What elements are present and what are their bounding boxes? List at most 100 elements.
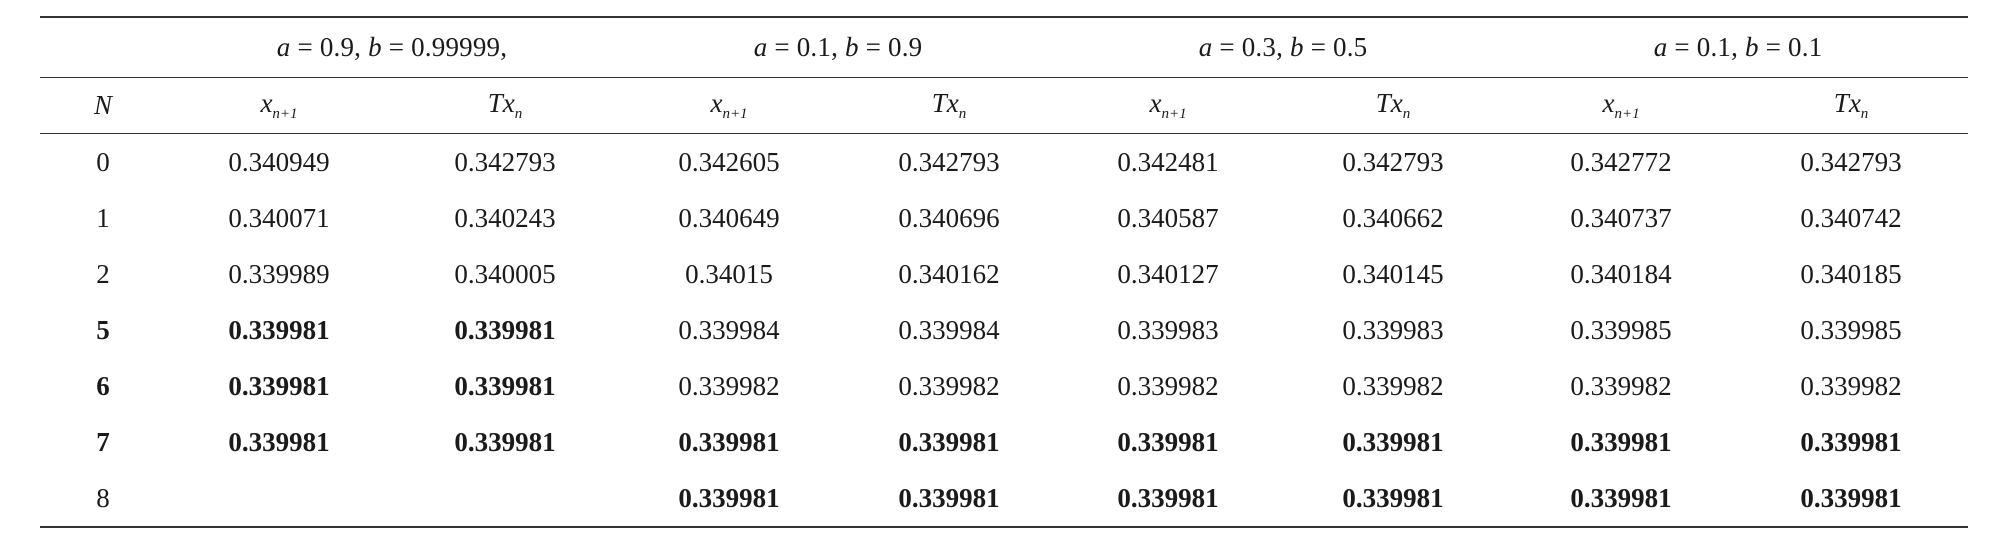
column-header-x-next: xn+1 bbox=[166, 77, 392, 134]
iteration-n-cell: 5 bbox=[96, 314, 110, 345]
x-subscript: n+1 bbox=[1161, 106, 1187, 122]
x-next-value-cell: 0.342605 bbox=[678, 146, 780, 177]
tx-value-cell: 0.340145 bbox=[1342, 258, 1444, 289]
table-row: 7 0.339981 0.339981 0.339981 0.339981 0.33998… bbox=[40, 414, 1968, 470]
x-subscript: n+1 bbox=[722, 106, 748, 122]
param-b-value: = 0.99999, bbox=[381, 32, 508, 62]
tx-value-cell: 0.339984 bbox=[898, 314, 1000, 345]
tx-symbol: Tx bbox=[487, 88, 515, 118]
param-a-label: a bbox=[276, 32, 291, 62]
param-b-label: b bbox=[1289, 32, 1304, 62]
tx-value-cell: 0.342793 bbox=[1342, 146, 1444, 177]
column-header-x-next: xn+1 bbox=[618, 77, 841, 134]
tx-value-cell: 0.339981 bbox=[840, 470, 1059, 528]
x-next-value-cell: 0.339981 bbox=[618, 470, 841, 528]
table-row: 8 0.339981 0.339981 0.339981 0.339981 0.33998… bbox=[40, 470, 1969, 528]
tx-value-cell: 0.340162 bbox=[898, 258, 1000, 289]
x-next-value-cell: 0.339981 bbox=[1117, 426, 1219, 457]
param-a-label: a bbox=[1653, 32, 1668, 62]
x-next-value-cell: 0.339981 bbox=[228, 370, 330, 401]
table-row: 5 0.339981 0.339981 0.339984 0.339984 0.33998… bbox=[40, 302, 1968, 358]
results-table: a = 0.9, b = 0.99999, a = 0.1, b = 0.9 a… bbox=[40, 16, 1969, 528]
tx-value-cell: 0.342793 bbox=[1800, 146, 1902, 177]
x-symbol: x bbox=[710, 88, 723, 118]
tx-value-cell: 0.339981 bbox=[1800, 426, 1902, 457]
x-next-value-cell: 0.339981 bbox=[1058, 470, 1279, 528]
x-next-value-cell: 0.340737 bbox=[1570, 202, 1672, 233]
x-next-value-cell: 0.339981 bbox=[228, 314, 330, 345]
param-a-label: a bbox=[1198, 32, 1213, 62]
param-b-label: b bbox=[1745, 32, 1759, 62]
tx-value-cell: 0.339983 bbox=[1342, 314, 1444, 345]
tx-value-cell: 0.339981 bbox=[1734, 470, 1969, 528]
column-header-x-next: xn+1 bbox=[1058, 77, 1279, 134]
tx-subscript: n bbox=[1860, 106, 1869, 122]
group-header-3: a = 0.3, b = 0.5 bbox=[1058, 16, 1509, 78]
x-next-value-cell: 0.340649 bbox=[678, 202, 780, 233]
x-next-value-cell: 0.339981 bbox=[678, 426, 780, 457]
x-symbol: x bbox=[1149, 88, 1162, 118]
x-next-value-cell: 0.339983 bbox=[1117, 314, 1219, 345]
tx-value-cell: 0.339981 bbox=[454, 426, 556, 457]
x-next-value-cell: 0.339982 bbox=[1570, 370, 1672, 401]
x-next-value-cell: 0.340184 bbox=[1570, 258, 1672, 289]
tx-value-cell: 0.339981 bbox=[454, 314, 556, 345]
column-header-tx: Txn bbox=[392, 77, 619, 134]
tx-value-cell: 0.340662 bbox=[1342, 202, 1444, 233]
x-next-value-cell: 0.339981 bbox=[1508, 470, 1735, 528]
x-next-value-cell: 0.342481 bbox=[1117, 146, 1219, 177]
table-row: 0 0.340949 0.342793 0.342605 0.342793 0.34248… bbox=[40, 134, 1968, 191]
column-header-tx: Txn bbox=[840, 77, 1059, 134]
tx-symbol: Tx bbox=[1833, 88, 1861, 118]
x-next-value-cell: 0.339982 bbox=[1117, 370, 1219, 401]
x-symbol: x bbox=[1602, 88, 1615, 118]
param-b-label: b bbox=[368, 32, 382, 62]
tx-subscript: n bbox=[958, 106, 967, 122]
group-header-empty-cell bbox=[40, 16, 166, 78]
iteration-n-cell: 6 bbox=[96, 370, 110, 401]
x-symbol: x bbox=[260, 88, 273, 118]
tx-value-cell: 0.340243 bbox=[454, 202, 556, 233]
column-header-tx: Txn bbox=[1278, 77, 1509, 134]
tx-value-cell: 0.340742 bbox=[1800, 202, 1902, 233]
tx-value-cell bbox=[392, 470, 619, 528]
iteration-n-cell: 0 bbox=[96, 146, 110, 177]
tx-symbol: Tx bbox=[1375, 88, 1403, 118]
x-next-value-cell bbox=[166, 470, 392, 528]
tx-value-cell: 0.339982 bbox=[898, 370, 1000, 401]
x-next-value-cell: 0.339981 bbox=[228, 426, 330, 457]
x-next-value-cell: 0.339989 bbox=[228, 258, 330, 289]
column-header-x-next: xn+1 bbox=[1508, 77, 1735, 134]
param-a-label: a bbox=[753, 32, 768, 62]
group-header-2: a = 0.1, b = 0.9 bbox=[618, 16, 1059, 78]
results-table-container: a = 0.9, b = 0.99999, a = 0.1, b = 0.9 a… bbox=[40, 16, 1969, 528]
x-subscript: n+1 bbox=[272, 106, 298, 122]
group-header-4: a = 0.1, b = 0.1 bbox=[1508, 16, 1969, 78]
x-next-value-cell: 0.339984 bbox=[678, 314, 780, 345]
table-row: 1 0.340071 0.340243 0.340649 0.340696 0.34058… bbox=[40, 190, 1968, 246]
x-next-value-cell: 0.340949 bbox=[228, 146, 330, 177]
tx-subscript: n bbox=[514, 106, 523, 122]
tx-value-cell: 0.342793 bbox=[898, 146, 1000, 177]
iteration-n-cell: 8 bbox=[40, 470, 166, 528]
x-next-value-cell: 0.339982 bbox=[678, 370, 780, 401]
tx-subscript: n bbox=[1402, 106, 1411, 122]
param-b-value: = 0.9 bbox=[858, 32, 923, 62]
tx-value-cell: 0.339982 bbox=[1342, 370, 1444, 401]
param-a-value: = 0.1, bbox=[1667, 32, 1745, 62]
x-next-value-cell: 0.340071 bbox=[228, 202, 330, 233]
group-header-1: a = 0.9, b = 0.99999, bbox=[166, 16, 619, 78]
param-a-value: = 0.9, bbox=[290, 32, 369, 62]
column-header-tx: Txn bbox=[1734, 77, 1969, 134]
tx-value-cell: 0.340005 bbox=[454, 258, 556, 289]
param-b-label: b bbox=[844, 32, 859, 62]
x-next-value-cell: 0.342772 bbox=[1570, 146, 1672, 177]
iteration-n-cell: 1 bbox=[96, 202, 110, 233]
tx-value-cell: 0.340696 bbox=[898, 202, 1000, 233]
tx-value-cell: 0.339985 bbox=[1800, 314, 1902, 345]
x-next-value-cell: 0.340587 bbox=[1117, 202, 1219, 233]
iteration-n-cell: 7 bbox=[96, 426, 110, 457]
tx-value-cell: 0.339982 bbox=[1800, 370, 1902, 401]
column-header-row: N xn+1 Txn xn+1 Txn xn+1 Txn xn+1 Txn bbox=[40, 77, 1969, 134]
tx-value-cell: 0.340185 bbox=[1800, 258, 1902, 289]
